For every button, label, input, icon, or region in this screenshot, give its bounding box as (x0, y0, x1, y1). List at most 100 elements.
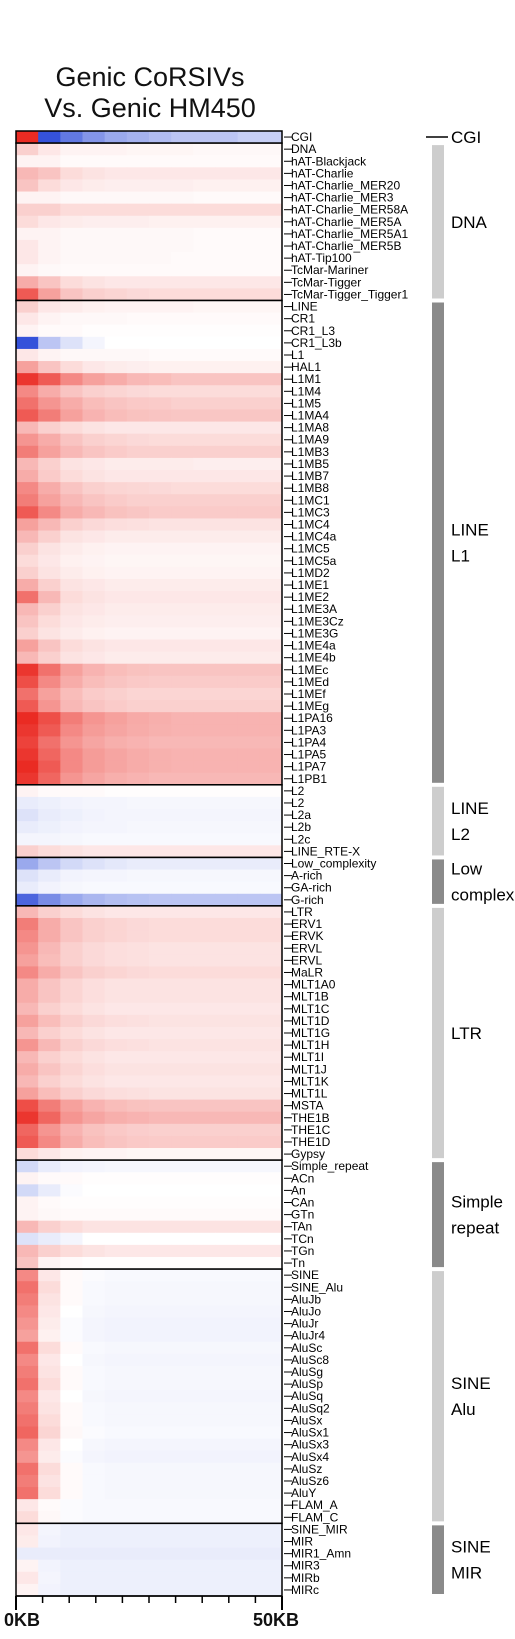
heatmap-cell (126, 554, 150, 568)
heatmap-cell (215, 760, 239, 774)
heatmap-cell (171, 1305, 194, 1318)
heatmap-cell (104, 1414, 128, 1427)
heatmap-cell (193, 760, 216, 774)
heatmap-cell (16, 954, 39, 967)
heatmap-cell (149, 893, 172, 907)
heatmap-cell (149, 1583, 172, 1597)
heatmap-cell (126, 312, 150, 326)
heatmap-cell (237, 1051, 261, 1064)
heatmap-cell (38, 954, 61, 967)
heatmap-cell (193, 1135, 216, 1149)
heatmap-cell (16, 433, 39, 447)
heatmap-cell (171, 1160, 194, 1173)
heatmap-cell (82, 1329, 106, 1343)
row-label: Low_complexity (291, 857, 376, 871)
heatmap-cell (171, 373, 194, 386)
heatmap-cell (104, 1535, 128, 1548)
row-label: L1MD2 (291, 566, 330, 580)
heatmap-cell (104, 312, 128, 326)
heatmap-cell (82, 760, 106, 774)
heatmap-cell (82, 784, 106, 798)
heatmap-cell (237, 409, 261, 422)
heatmap-cell (16, 203, 39, 217)
heatmap-cell (104, 930, 128, 943)
heatmap-cell (82, 397, 106, 410)
heatmap-cell (38, 1220, 61, 1234)
heatmap-cell (38, 663, 61, 677)
heatmap-cell (171, 542, 194, 556)
heatmap-cell (104, 1014, 128, 1028)
heatmap-cell (171, 1414, 194, 1427)
heatmap-cell (16, 1353, 39, 1367)
heatmap-cell (171, 627, 194, 640)
heatmap-cell (149, 603, 172, 616)
heatmap-cell (126, 845, 150, 858)
heatmap-cell (82, 1293, 106, 1306)
heatmap-cell (60, 1317, 83, 1331)
heatmap-cell (171, 942, 194, 955)
heatmap-cell (193, 1365, 216, 1379)
heatmap-cell (60, 1511, 83, 1524)
heatmap-cell (60, 482, 83, 495)
heatmap-cell (259, 712, 283, 725)
row-label: ACn (291, 1171, 314, 1185)
heatmap-cell (237, 373, 261, 386)
heatmap-cell (60, 578, 83, 592)
heatmap-cell (104, 324, 128, 338)
heatmap-cell (16, 857, 39, 870)
heatmap-cell (60, 1148, 83, 1161)
heatmap-cell (193, 1305, 216, 1318)
heatmap-cell (60, 1256, 83, 1270)
row-label: L1MA9 (291, 433, 329, 447)
heatmap-cell (82, 869, 106, 883)
heatmap-cell (104, 1499, 128, 1512)
heatmap-cell (16, 736, 39, 749)
heatmap-cell (171, 1208, 194, 1222)
heatmap-cell (16, 1281, 39, 1294)
heatmap-cell (171, 1365, 194, 1379)
heatmap-cell (149, 227, 172, 241)
heatmap-cell (215, 1002, 239, 1016)
heatmap-cell (215, 530, 239, 544)
row-label: AluSp (291, 1377, 323, 1391)
heatmap-cell (82, 203, 106, 217)
heatmap-cell (149, 348, 172, 362)
heatmap-cell (82, 288, 106, 301)
heatmap-cell (149, 712, 172, 725)
heatmap-cell (126, 336, 150, 350)
heatmap-cell (237, 1014, 261, 1028)
row-label: Gypsy (291, 1147, 325, 1161)
heatmap-cell (193, 1571, 216, 1585)
heatmap-cell (193, 1087, 216, 1100)
heatmap-cell (171, 1123, 194, 1137)
heatmap-cell (38, 348, 61, 362)
heatmap-cell (82, 1087, 106, 1100)
heatmap-cell (126, 1184, 150, 1197)
heatmap-cell (149, 772, 172, 786)
heatmap-cell (82, 1499, 106, 1512)
heatmap-cell (104, 1378, 128, 1391)
heatmap-cell (82, 651, 106, 665)
row-label: L1MC5 (291, 542, 330, 556)
heatmap-cell (60, 821, 83, 834)
heatmap-cell (149, 506, 172, 519)
heatmap-cell (60, 143, 83, 156)
group-label: SINE (451, 1538, 491, 1557)
heatmap-cell (126, 930, 150, 943)
heatmap-cell (215, 651, 239, 665)
heatmap-cell (171, 324, 194, 338)
heatmap-cell (193, 603, 216, 616)
heatmap-cell (126, 518, 150, 531)
heatmap-cell (215, 1559, 239, 1573)
heatmap-cell (16, 421, 39, 435)
heatmap-cell (193, 421, 216, 435)
heatmap-cell (193, 397, 216, 410)
heatmap-cell (171, 954, 194, 967)
heatmap-cell (82, 155, 106, 168)
heatmap-cell (149, 433, 172, 447)
heatmap-cell (104, 1487, 128, 1500)
heatmap-cell (193, 1487, 216, 1500)
heatmap-cell (126, 179, 150, 192)
heatmap-cell (149, 869, 172, 883)
heatmap-cell (259, 1317, 283, 1331)
